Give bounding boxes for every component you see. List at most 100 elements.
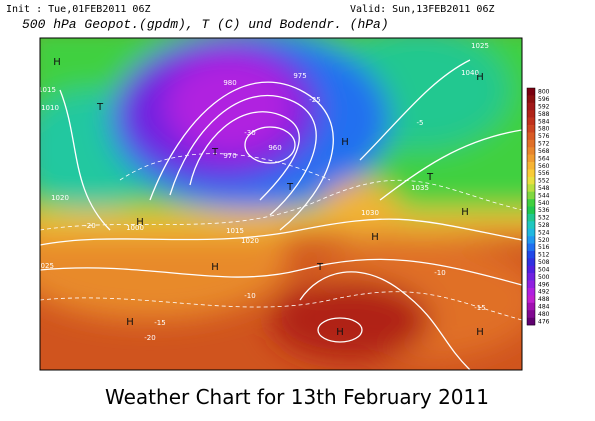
colorbar-swatch xyxy=(527,110,535,118)
colorbar-label: 548 xyxy=(538,185,550,192)
colorbar: 8005965925885845805765725685645605565525… xyxy=(526,87,550,326)
pressure-center: H xyxy=(476,72,484,83)
contour-label: 1015 xyxy=(226,227,244,235)
pressure-center: H xyxy=(461,207,469,218)
pressure-center: T xyxy=(286,182,294,193)
colorbar-swatch xyxy=(527,191,535,200)
colorbar-label: 536 xyxy=(538,207,550,214)
colorbar-swatch xyxy=(527,162,535,170)
colorbar-label: 504 xyxy=(538,266,550,273)
colorbar-swatch xyxy=(527,287,535,296)
colorbar-swatch xyxy=(527,206,535,215)
colorbar-swatch xyxy=(527,258,535,267)
contour-label: 980 xyxy=(223,79,236,87)
colorbar-swatch xyxy=(527,169,535,178)
isotherms xyxy=(40,153,522,321)
colorbar-label: 572 xyxy=(538,141,550,148)
colorbar-swatch xyxy=(527,265,535,274)
colorbar-swatch xyxy=(527,199,535,207)
colorbar-label: 580 xyxy=(538,126,550,133)
colorbar-label: 480 xyxy=(538,311,550,318)
colorbar-label: 576 xyxy=(538,133,550,140)
pressure-center: T xyxy=(316,262,324,273)
colorbar-swatch xyxy=(527,184,535,192)
contour-label: -20 xyxy=(84,222,95,230)
colorbar-swatch xyxy=(527,280,535,289)
colorbar-swatch xyxy=(527,125,535,133)
contour-label: 1020 xyxy=(241,237,259,245)
pressure-center: T xyxy=(96,102,104,113)
field xyxy=(40,38,522,360)
colorbar-frame xyxy=(526,87,536,326)
contour-label: 1035 xyxy=(411,184,429,192)
colorbar-swatch xyxy=(527,236,535,244)
pressure-center: T xyxy=(426,172,434,183)
colorbar-swatch xyxy=(527,295,535,304)
colorbar-label: 524 xyxy=(538,229,550,236)
colorbar-swatch xyxy=(527,88,535,96)
colorbar-swatch xyxy=(527,132,535,141)
colorbar-label: 532 xyxy=(538,215,550,222)
pressure-center: H xyxy=(126,317,134,328)
colorbar-label: 512 xyxy=(538,252,550,259)
contour-label: 1015 xyxy=(38,86,56,94)
pressure-center: T xyxy=(211,147,219,158)
colorbar-label: 556 xyxy=(538,170,550,177)
contour-label: -10 xyxy=(434,269,445,277)
pressure-center: H xyxy=(211,262,219,273)
pressure-center: H xyxy=(341,137,349,148)
colorbar-label: 588 xyxy=(538,111,550,118)
contour-label: 960 xyxy=(268,144,281,152)
pressure-center: H xyxy=(136,217,144,228)
isobars xyxy=(40,59,522,370)
colorbar-label: 484 xyxy=(538,303,550,310)
colorbar-label: 520 xyxy=(538,237,550,244)
valid-time: Valid: Sun,13FEB2011 06Z xyxy=(350,4,495,15)
colorbar-label: 496 xyxy=(538,281,550,288)
map: H T H T T H H H T H H H H T H 1015 1010 1025 1020 1030 1035 1… xyxy=(36,38,522,370)
colorbar-label: 584 xyxy=(538,118,550,125)
colorbar-label: 568 xyxy=(538,148,550,155)
colorbar-swatch xyxy=(527,176,535,185)
contour-label: 1025 xyxy=(471,42,489,50)
colorbar-swatch xyxy=(527,273,535,281)
pressure-center: H xyxy=(371,232,379,243)
colorbar-swatch xyxy=(527,117,535,126)
contour-label: -15 xyxy=(474,304,485,312)
colorbar-label: 500 xyxy=(538,274,550,281)
colorbar-label: 544 xyxy=(538,192,550,199)
contour-label: 970 xyxy=(223,152,236,160)
contour-label: 1025 xyxy=(36,262,54,270)
contour-label: 1040 xyxy=(461,69,479,77)
colorbar-swatch xyxy=(527,102,535,111)
colorbar-swatch xyxy=(527,147,535,155)
colorbar-swatch xyxy=(527,250,535,259)
colorbar-swatch xyxy=(527,139,535,148)
pressure-center: H xyxy=(53,57,61,68)
colorbar-swatch xyxy=(527,154,535,163)
colorbar-label: 592 xyxy=(538,104,550,111)
contour-label: -25 xyxy=(309,96,320,104)
colorbar-label: 800 xyxy=(538,89,550,96)
pressure-center: H xyxy=(476,327,484,338)
colorbar-swatch xyxy=(527,317,535,326)
colorbar-label: 508 xyxy=(538,259,550,266)
chart-title: 500 hPa Geopot.(gpdm), T (C) und Bodendr… xyxy=(22,17,389,32)
colorbar-label: 516 xyxy=(538,244,550,251)
colorbar-label: 476 xyxy=(538,318,550,325)
colorbar-swatch xyxy=(527,243,535,252)
colorbar-swatch xyxy=(527,95,535,104)
contour-label: 1030 xyxy=(361,209,379,217)
map-labels: H T H T T H H H T H H H H T H 1015 1010 1025 1020 1030 1035 1… xyxy=(36,42,489,342)
colorbar-swatch xyxy=(527,302,535,311)
map-frame xyxy=(39,37,523,371)
contour-label: 1000 xyxy=(126,224,144,232)
contour-label: 975 xyxy=(293,72,306,80)
colorbar-swatch xyxy=(527,228,535,237)
caption: Weather Chart for 13th February 2011 xyxy=(105,385,489,409)
colorbar-label: 564 xyxy=(538,155,550,162)
colorbar-label: 488 xyxy=(538,296,550,303)
contour-label: -5 xyxy=(417,119,424,127)
